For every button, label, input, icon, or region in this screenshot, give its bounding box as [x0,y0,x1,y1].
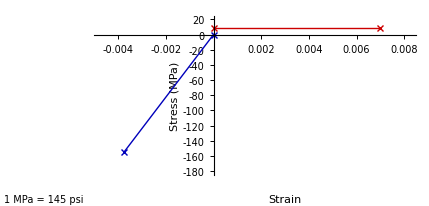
Text: Strain: Strain [269,194,302,204]
Y-axis label: Stress (MPa): Stress (MPa) [170,61,180,130]
Text: 1 MPa = 145 psi: 1 MPa = 145 psi [4,194,84,204]
